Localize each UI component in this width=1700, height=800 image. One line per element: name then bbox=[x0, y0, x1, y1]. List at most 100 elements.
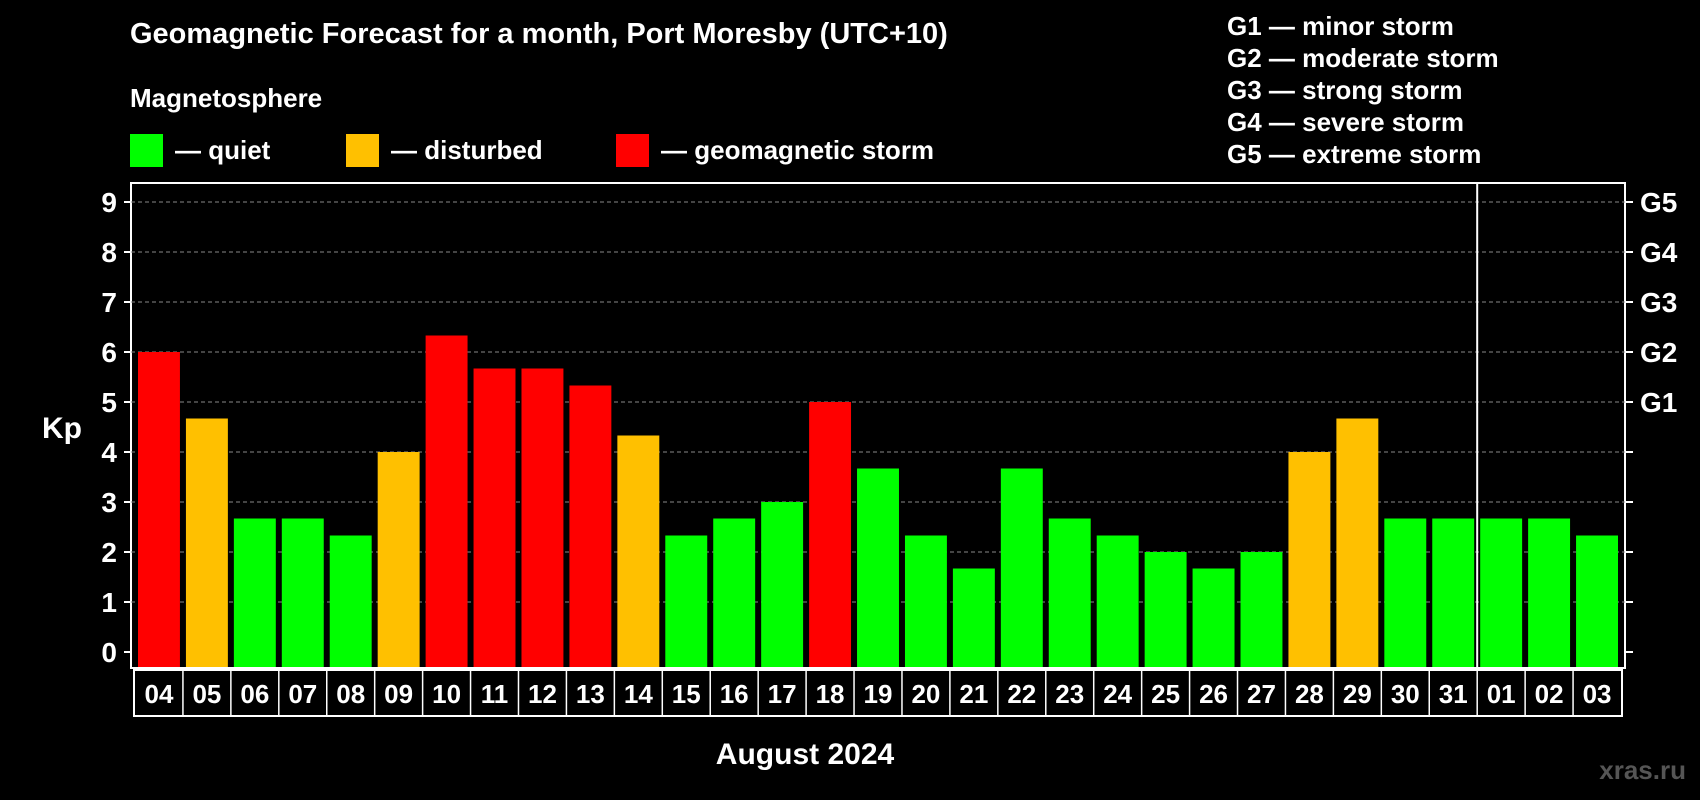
storm-scale-g2: G2 — moderate storm bbox=[1227, 43, 1499, 73]
right-tick-label-g4: G4 bbox=[1640, 237, 1678, 268]
bar-24 bbox=[1096, 535, 1139, 667]
y-axis-label: Kp bbox=[42, 412, 82, 445]
watermark: xras.ru bbox=[1599, 755, 1686, 785]
x-tick-label-23: 23 bbox=[1055, 679, 1084, 709]
bar-25 bbox=[1144, 552, 1187, 667]
x-tick-label-31: 31 bbox=[1439, 679, 1468, 709]
x-tick-label-09: 09 bbox=[384, 679, 413, 709]
bar-30 bbox=[1384, 518, 1427, 667]
bar-18 bbox=[809, 402, 852, 667]
x-tick-label-12: 12 bbox=[528, 679, 557, 709]
legend-item-storm: — geomagnetic storm bbox=[616, 133, 934, 167]
x-tick-label-02: 02 bbox=[1535, 679, 1564, 709]
y-tick-label-9: 9 bbox=[101, 187, 117, 218]
legend-label-quiet: — quiet bbox=[175, 134, 271, 165]
bar-31 bbox=[1432, 518, 1475, 667]
right-tick-label-g2: G2 bbox=[1640, 337, 1677, 368]
x-axis-label: August 2024 bbox=[716, 738, 895, 771]
bar-14 bbox=[617, 435, 660, 667]
y-tick-label-2: 2 bbox=[101, 537, 117, 568]
y-tick-label-0: 0 bbox=[101, 637, 117, 668]
legend-swatch-quiet bbox=[130, 133, 163, 167]
right-tick-label-g1: G1 bbox=[1640, 387, 1677, 418]
legend-title: Magnetosphere bbox=[130, 83, 323, 113]
bar-13 bbox=[569, 385, 612, 667]
x-tick-label-25: 25 bbox=[1151, 679, 1180, 709]
x-tick-label-07: 07 bbox=[288, 679, 317, 709]
bar-26 bbox=[1192, 568, 1235, 667]
x-tick-label-28: 28 bbox=[1295, 679, 1324, 709]
x-tick-label-06: 06 bbox=[240, 679, 269, 709]
x-tick-label-14: 14 bbox=[624, 679, 653, 709]
bar-08 bbox=[329, 535, 372, 667]
legend-swatch-storm bbox=[616, 133, 649, 167]
bar-06 bbox=[233, 518, 276, 667]
bar-09 bbox=[377, 452, 420, 667]
x-tick-label-27: 27 bbox=[1247, 679, 1276, 709]
bar-16 bbox=[713, 518, 756, 667]
y-tick-label-5: 5 bbox=[101, 387, 117, 418]
bar-01 bbox=[1480, 518, 1523, 667]
legend-item-quiet: — quiet bbox=[130, 133, 270, 167]
legend-item-disturbed: — disturbed bbox=[346, 133, 543, 167]
bar-07 bbox=[281, 518, 324, 667]
x-tick-label-01: 01 bbox=[1487, 679, 1516, 709]
bar-11 bbox=[473, 368, 516, 667]
bar-12 bbox=[521, 368, 564, 667]
x-tick-label-10: 10 bbox=[432, 679, 461, 709]
bar-22 bbox=[1000, 468, 1043, 667]
storm-scale-g1: G1 — minor storm bbox=[1227, 11, 1454, 41]
y-tick-label-7: 7 bbox=[101, 287, 117, 318]
x-tick-label-20: 20 bbox=[911, 679, 940, 709]
x-tick-label-26: 26 bbox=[1199, 679, 1228, 709]
chart-title: Geomagnetic Forecast for a month, Port M… bbox=[130, 18, 948, 50]
x-tick-label-29: 29 bbox=[1343, 679, 1372, 709]
plot-frame bbox=[130, 182, 1626, 669]
bar-05 bbox=[185, 418, 228, 667]
x-tick-label-11: 11 bbox=[481, 679, 509, 709]
storm-scale-g5: G5 — extreme storm bbox=[1227, 139, 1482, 169]
bar-04 bbox=[138, 352, 180, 667]
bar-15 bbox=[665, 535, 708, 667]
storm-scale-g3: G3 — strong storm bbox=[1227, 75, 1463, 105]
right-tick-label-g5: G5 bbox=[1640, 187, 1677, 218]
right-tick-label-g3: G3 bbox=[1640, 287, 1677, 318]
bar-19 bbox=[857, 468, 899, 667]
y-tick-label-1: 1 bbox=[101, 587, 117, 618]
bar-21 bbox=[952, 568, 995, 667]
legend-label-storm: — geomagnetic storm bbox=[661, 134, 935, 165]
x-tick-label-04: 04 bbox=[145, 679, 174, 709]
bar-17 bbox=[761, 502, 804, 667]
y-tick-label-3: 3 bbox=[101, 487, 117, 518]
x-tick-label-18: 18 bbox=[816, 679, 845, 709]
x-tick-label-22: 22 bbox=[1007, 679, 1036, 709]
x-tick-label-03: 03 bbox=[1583, 679, 1612, 709]
bar-03 bbox=[1576, 535, 1618, 667]
bar-28 bbox=[1288, 452, 1331, 667]
x-tick-label-05: 05 bbox=[192, 679, 221, 709]
x-tick-label-08: 08 bbox=[336, 679, 365, 709]
storm-scale-g4: G4 — severe storm bbox=[1227, 107, 1465, 137]
x-tick-label-24: 24 bbox=[1103, 679, 1132, 709]
storm-scale-legend: G1 — minor storm G2 — moderate storm G3 … bbox=[1227, 10, 1499, 170]
x-tick-label-16: 16 bbox=[720, 679, 749, 709]
bar-29 bbox=[1336, 418, 1379, 667]
x-tick-label-13: 13 bbox=[576, 679, 605, 709]
date-axis-frame bbox=[133, 669, 1623, 717]
legend-swatch-disturbed bbox=[346, 133, 379, 167]
y-tick-label-8: 8 bbox=[101, 237, 117, 268]
bar-20 bbox=[904, 535, 947, 667]
x-tick-label-15: 15 bbox=[672, 679, 701, 709]
x-tick-label-17: 17 bbox=[768, 679, 797, 709]
x-tick-label-21: 21 bbox=[959, 679, 988, 709]
x-tick-label-30: 30 bbox=[1391, 679, 1420, 709]
bar-10 bbox=[425, 335, 468, 667]
bar-23 bbox=[1048, 518, 1091, 667]
x-tick-label-19: 19 bbox=[864, 679, 893, 709]
bar-02 bbox=[1528, 518, 1571, 667]
bar-27 bbox=[1240, 552, 1283, 667]
legend-label-disturbed: — disturbed bbox=[391, 134, 543, 165]
y-tick-label-6: 6 bbox=[101, 337, 117, 368]
y-tick-label-4: 4 bbox=[101, 437, 117, 468]
